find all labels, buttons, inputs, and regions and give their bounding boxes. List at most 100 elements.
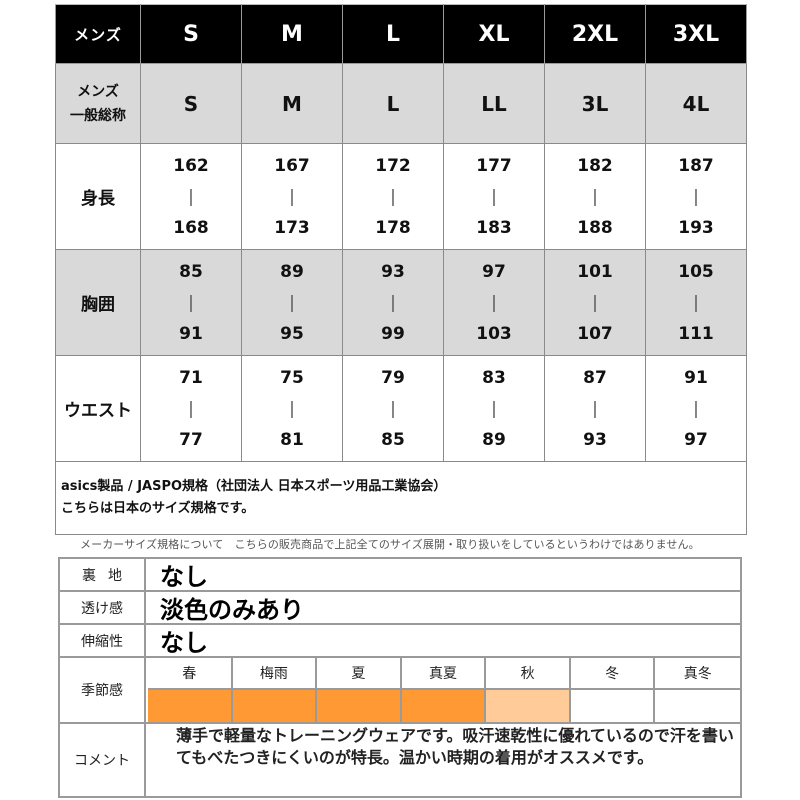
- range-max: 97: [684, 429, 708, 450]
- lining-label: 裏地: [60, 559, 146, 590]
- range-cell: 177 | 183: [443, 143, 545, 250]
- range-min: 79: [381, 367, 405, 388]
- range-cell: 97 | 103: [443, 249, 545, 356]
- range: 83 | 89: [444, 368, 544, 450]
- general-size-row: メンズ 一般総称 S M L LL 3L 4L: [55, 63, 747, 144]
- waist-row: ウエスト 71 | 77 75 | 81 79 | 85 83 | 89 87 | 93 91 | 97: [55, 355, 747, 462]
- stretch-row: 伸縮性 なし: [60, 625, 740, 658]
- range: 187 | 193: [646, 156, 746, 238]
- range: 89 | 95: [242, 262, 342, 344]
- season-name: 梅雨: [232, 658, 318, 690]
- note-row: asics製品 / JASPO規格（社団法人 日本スポーツ用品工業協会） こちら…: [55, 461, 747, 535]
- range-separator: |: [592, 292, 598, 313]
- size-2xl: 2XL: [544, 4, 646, 64]
- range-min: 167: [274, 155, 310, 176]
- season-name: 春: [148, 658, 233, 690]
- range-separator: |: [491, 398, 497, 419]
- range-separator: |: [289, 186, 295, 207]
- size-xl: XL: [443, 4, 545, 64]
- size-l: L: [342, 4, 444, 64]
- range-cell: 93 | 99: [342, 249, 444, 356]
- range: 105 | 111: [646, 262, 746, 344]
- season-indicator: [570, 690, 656, 722]
- range-separator: |: [693, 398, 699, 419]
- general-size-cell: L: [342, 63, 444, 144]
- range-min: 182: [577, 155, 613, 176]
- range-cell: 87 | 93: [544, 355, 646, 462]
- range-min: 75: [280, 367, 304, 388]
- chest-label: 胸囲: [55, 249, 141, 356]
- comment-row: コメント 薄手で軽量なトレーニングウェアです。吸汗速乾性に優れているので汗を書い…: [60, 724, 740, 796]
- chest-row: 胸囲 85 | 91 89 | 95 93 | 99 97 | 103 101 | 107 105 | 111: [55, 249, 747, 356]
- range-separator: |: [188, 186, 194, 207]
- range-min: 172: [375, 155, 411, 176]
- season-indicator: [232, 690, 318, 722]
- range: 85 | 91: [141, 262, 241, 344]
- range-max: 89: [482, 429, 506, 450]
- size-disclaimer: メーカーサイズ規格について こちらの販売商品で上記全てのサイズ展開・取り扱いをし…: [80, 538, 700, 551]
- range-min: 87: [583, 367, 607, 388]
- season-name: 秋: [486, 658, 571, 690]
- range: 172 | 178: [343, 156, 443, 238]
- range-separator: |: [390, 398, 396, 419]
- range-max: 111: [678, 323, 714, 344]
- range-cell: 162 | 168: [140, 143, 242, 250]
- range-cell: 101 | 107: [544, 249, 646, 356]
- sheerness-label: 透け感: [60, 592, 146, 623]
- range-separator: |: [289, 398, 295, 419]
- lining-row: 裏地 なし: [60, 559, 740, 592]
- range: 177 | 183: [444, 156, 544, 238]
- range-cell: 105 | 111: [645, 249, 747, 356]
- range-cell: 85 | 91: [140, 249, 242, 356]
- height-label: 身長: [55, 143, 141, 250]
- range-cell: 182 | 188: [544, 143, 646, 250]
- range-min: 83: [482, 367, 506, 388]
- comment-text: 薄手で軽量なトレーニングウェアです。吸汗速乾性に優れているので汗を書いてもべたつ…: [176, 726, 734, 767]
- season-indicator: [655, 690, 740, 722]
- range-max: 107: [577, 323, 613, 344]
- range-min: 71: [179, 367, 203, 388]
- range-cell: 83 | 89: [443, 355, 545, 462]
- range: 162 | 168: [141, 156, 241, 238]
- range-max: 91: [179, 323, 203, 344]
- range-separator: |: [491, 186, 497, 207]
- range-max: 193: [678, 217, 714, 238]
- general-size-cell: LL: [443, 63, 545, 144]
- range-cell: 172 | 178: [342, 143, 444, 250]
- range-min: 101: [577, 261, 613, 282]
- range-separator: |: [390, 186, 396, 207]
- range-separator: |: [592, 186, 598, 207]
- season-indicator: [401, 690, 487, 722]
- range-cell: 167 | 173: [241, 143, 343, 250]
- season-indicator: [148, 690, 233, 722]
- general-label-line1: メンズ: [77, 83, 119, 100]
- general-size-cell: 3L: [544, 63, 646, 144]
- season-name: 真夏: [401, 658, 487, 690]
- season-indicator: [317, 690, 402, 722]
- range-cell: 71 | 77: [140, 355, 242, 462]
- general-size-cell: 4L: [645, 63, 747, 144]
- season-indicator: [486, 690, 571, 722]
- range-max: 93: [583, 429, 607, 450]
- range-separator: |: [491, 292, 497, 313]
- lining-value: なし: [160, 563, 208, 591]
- size-3xl: 3XL: [645, 4, 747, 64]
- general-size-label: メンズ 一般総称: [55, 63, 141, 144]
- range: 93 | 99: [343, 262, 443, 344]
- note-line: asics製品 / JASPO規格（社団法人 日本スポーツ用品工業協会）: [61, 479, 447, 494]
- range-min: 89: [280, 261, 304, 282]
- range-max: 99: [381, 323, 405, 344]
- range-cell: 75 | 81: [241, 355, 343, 462]
- range-max: 95: [280, 323, 304, 344]
- range-cell: 91 | 97: [645, 355, 747, 462]
- range-separator: |: [188, 292, 194, 313]
- product-spec-table: 裏地 なし 透け感 淡色のみあり 伸縮性 なし 季節感 春梅雨夏真夏秋冬真冬 コ…: [58, 557, 742, 798]
- range-max: 188: [577, 217, 613, 238]
- range-max: 103: [476, 323, 512, 344]
- season-row: 季節感 春梅雨夏真夏秋冬真冬: [60, 658, 740, 724]
- season-name: 夏: [317, 658, 402, 690]
- range: 71 | 77: [141, 368, 241, 450]
- stretch-label: 伸縮性: [60, 625, 146, 656]
- range-separator: |: [693, 292, 699, 313]
- range-separator: |: [592, 398, 598, 419]
